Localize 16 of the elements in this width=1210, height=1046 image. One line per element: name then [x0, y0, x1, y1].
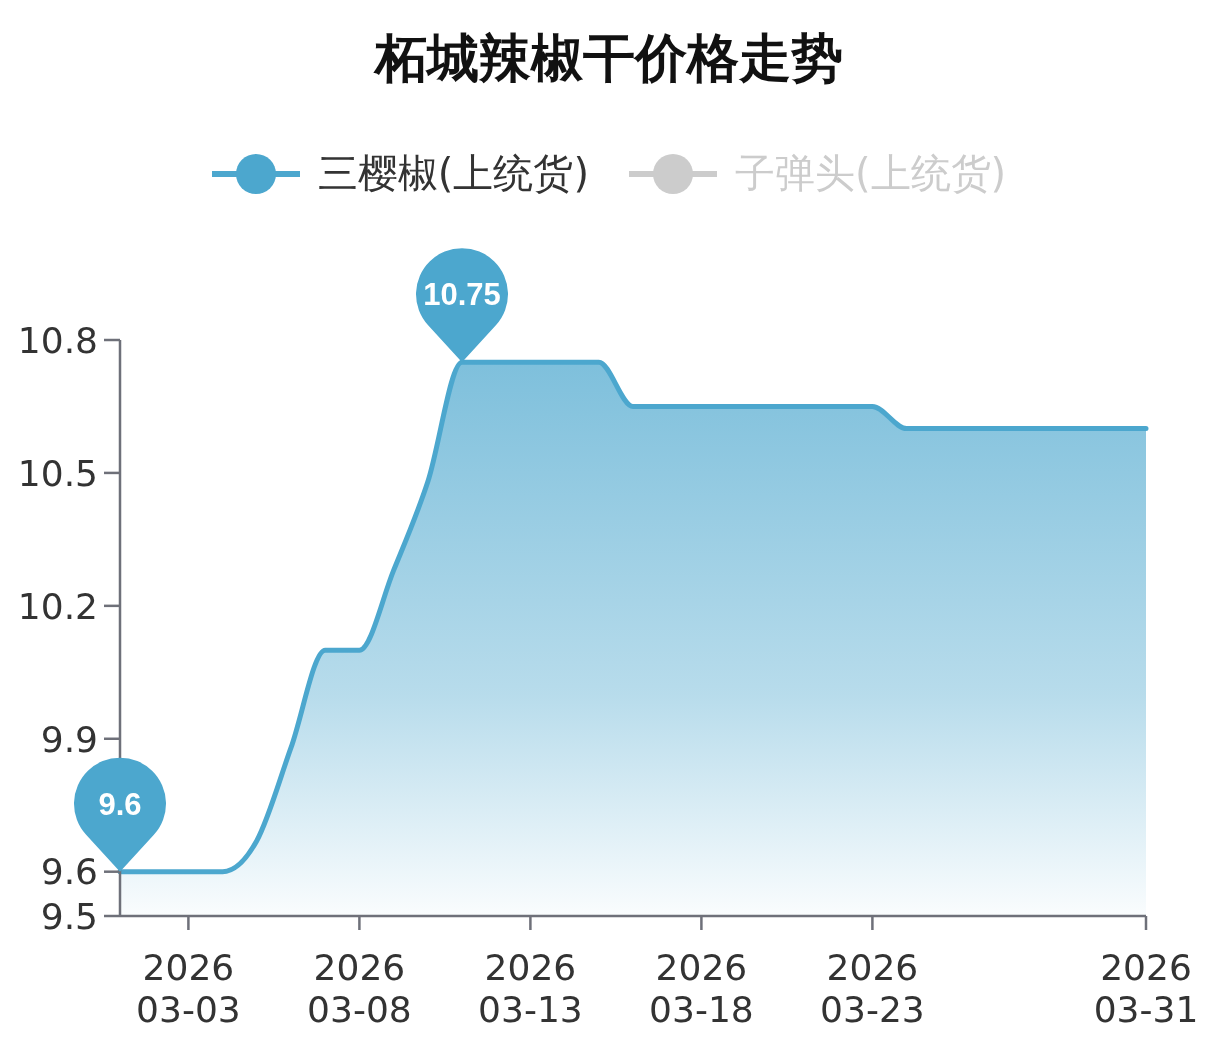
y-tick-label: 9.5 — [40, 895, 98, 937]
chart-title: 柘城辣椒干价格走势 — [372, 27, 844, 90]
x-tick-label: 2026 03-23 — [820, 947, 925, 1030]
y-tick-label: 10.8 — [17, 319, 98, 361]
data-label: 10.75 — [423, 277, 501, 313]
x-tick-label: 2026 03-13 — [478, 947, 583, 1030]
data-label: 9.6 — [98, 786, 142, 822]
legend-label: 三樱椒(上统货) — [317, 149, 589, 198]
x-tick-label: 2026 03-03 — [136, 947, 241, 1030]
x-tick-label: 2026 03-31 — [1093, 947, 1199, 1030]
y-tick-label: 10.5 — [17, 452, 98, 494]
x-tick-label: 2026 03-08 — [307, 947, 412, 1030]
y-tick-label: 10.2 — [17, 585, 98, 627]
y-tick-label: 9.9 — [40, 718, 98, 760]
x-tick-label: 2026 03-18 — [649, 947, 754, 1030]
y-tick-label: 9.6 — [40, 851, 98, 893]
